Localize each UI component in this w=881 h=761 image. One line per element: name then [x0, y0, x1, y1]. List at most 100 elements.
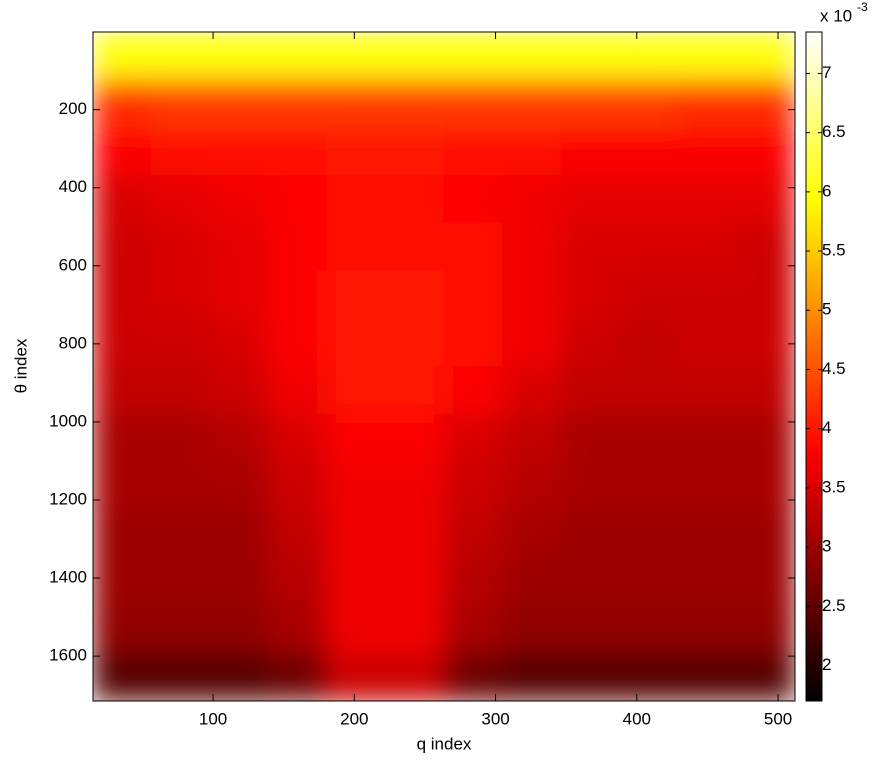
colorbar — [805, 31, 823, 702]
heatmap-cell — [736, 127, 795, 176]
heatmap-cell — [502, 127, 562, 176]
heatmap-cell — [326, 652, 386, 701]
colorbar-tick-label: 2.5 — [822, 596, 846, 615]
heatmap-cell — [209, 270, 269, 320]
heatmap-cell — [619, 557, 679, 606]
heatmap-cell — [619, 509, 679, 559]
heatmap-cell — [619, 604, 679, 654]
x-tick-label: 200 — [340, 709, 368, 728]
heatmap-cell — [93, 318, 152, 367]
heatmap-cell — [736, 270, 795, 320]
heatmap-cell — [619, 366, 679, 415]
heatmap-cell — [502, 509, 562, 559]
heatmap-cell — [502, 270, 562, 320]
heatmap-cell — [93, 652, 152, 701]
heatmap-cell — [326, 557, 386, 606]
heatmap-cell — [209, 32, 269, 81]
heatmap-cell — [502, 222, 562, 272]
heatmap-cell — [619, 127, 679, 176]
colorbar-tick-label: 6.5 — [822, 122, 846, 141]
y-tick-label: 600 — [59, 255, 87, 274]
heatmap-cell — [443, 318, 503, 367]
heatmap-cell — [443, 509, 503, 559]
heatmap-cell — [677, 366, 737, 415]
heatmap-cell — [619, 652, 679, 701]
heatmap-cell — [619, 32, 679, 81]
heatmap-cell — [502, 174, 562, 224]
heatmap-cell — [93, 32, 152, 81]
heatmap-cell — [151, 174, 211, 224]
heatmap-cell — [385, 222, 445, 272]
heatmap-cell — [677, 79, 737, 129]
heatmap-cell — [560, 652, 620, 701]
heatmap-cell — [151, 318, 211, 367]
heatmap-cell — [268, 413, 328, 463]
heatmap-cell — [443, 79, 503, 129]
colorbar-tick-label: 4 — [822, 418, 831, 437]
heatmap-cell — [443, 557, 503, 606]
heatmap-cell — [93, 604, 152, 654]
heatmap-cell — [326, 222, 386, 272]
heatmap-cell — [93, 174, 152, 224]
heatmap-cell — [93, 509, 152, 559]
heatmap-cell — [502, 557, 562, 606]
heatmap-cell — [385, 79, 445, 129]
axes: 100 200 300 400 500 200 400 600 800 1000 1200 1400 1… — [49, 32, 846, 728]
heatmap-cell — [560, 222, 620, 272]
heatmap-cell — [326, 509, 386, 559]
heatmap-cell — [736, 318, 795, 367]
heatmap-cell — [326, 174, 386, 224]
heatmap-cell — [677, 509, 737, 559]
heatmap-cell — [209, 509, 269, 559]
heatmap-cell — [619, 270, 679, 320]
y-tick-label: 1200 — [49, 489, 87, 508]
heatmap-cell — [268, 366, 328, 415]
heatmap-cell — [268, 509, 328, 559]
colorbar-label: x 10 — [820, 6, 852, 25]
colorbar-tick-label: 7 — [822, 63, 831, 82]
x-tick-label: 100 — [199, 709, 227, 728]
heatmap-area — [93, 32, 795, 701]
heatmap-cell — [736, 509, 795, 559]
y-tick-label: 200 — [59, 99, 87, 118]
heatmap-cell — [268, 604, 328, 654]
heatmap-cell — [443, 127, 503, 176]
colorbar-tick-label: 3.5 — [822, 477, 846, 496]
heatmap-cell — [736, 652, 795, 701]
heatmap-cell — [677, 318, 737, 367]
heatmap-cell — [326, 604, 386, 654]
heatmap-cell — [326, 127, 386, 176]
heatmap-cell — [736, 366, 795, 415]
heatmap-cell — [268, 222, 328, 272]
heatmap-cell — [560, 174, 620, 224]
heatmap-cell — [560, 32, 620, 81]
heatmap-cell — [385, 174, 445, 224]
heatmap-cell — [736, 557, 795, 606]
heatmap-cell — [268, 32, 328, 81]
heatmap-cell — [93, 366, 152, 415]
heatmap-cell — [443, 32, 503, 81]
heatmap-cell — [151, 366, 211, 415]
heatmap-cell — [677, 222, 737, 272]
heatmap-cell — [385, 557, 445, 606]
heatmap-cell — [209, 222, 269, 272]
heatmap-cell — [677, 32, 737, 81]
colorbar-tick-label: 3 — [822, 537, 831, 556]
heatmap-cell — [209, 461, 269, 511]
colorbar-tick-label: 2 — [822, 655, 831, 674]
heatmap-cell — [502, 413, 562, 463]
heatmap-cell — [677, 652, 737, 701]
heatmap-cell — [619, 174, 679, 224]
heatmap-cell — [677, 127, 737, 176]
heatmap-cell — [736, 604, 795, 654]
heatmap-cell — [443, 174, 503, 224]
heatmap-cell — [619, 222, 679, 272]
heatmap-cell — [736, 222, 795, 272]
colorbar-tick-label: 5.5 — [822, 241, 846, 260]
heatmap-cell — [502, 366, 562, 415]
plot-frame — [92, 31, 796, 702]
colorbar-tick-label: 5 — [822, 300, 831, 319]
heatmap-cell — [326, 413, 386, 463]
x-tick-label: 300 — [481, 709, 509, 728]
heatmap-cell — [151, 79, 211, 129]
